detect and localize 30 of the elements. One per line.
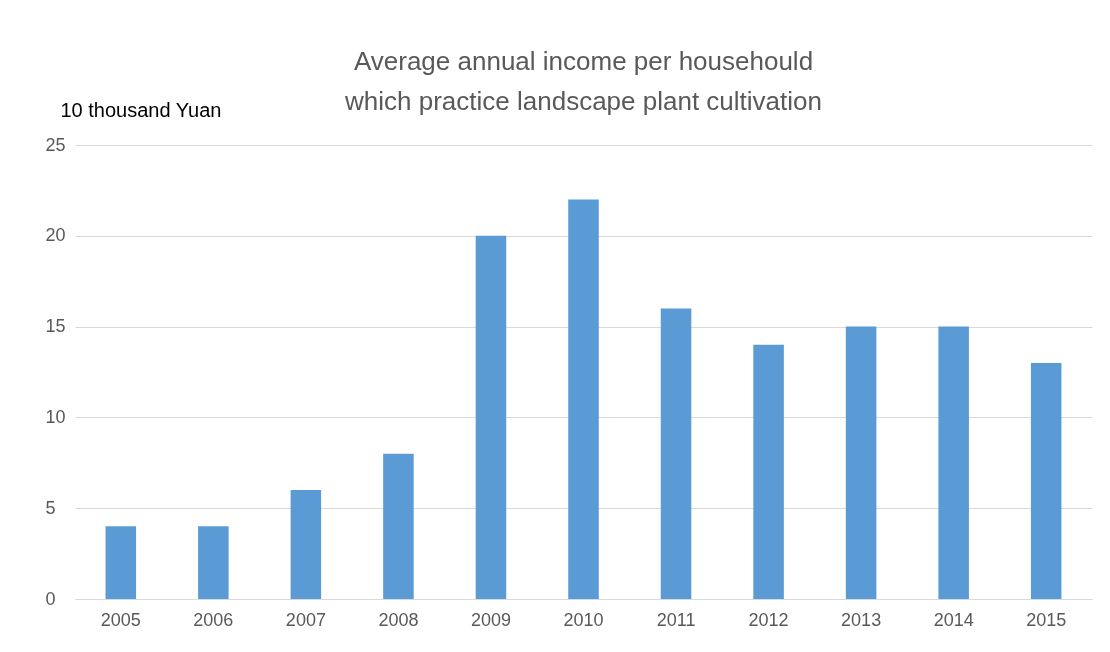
bar [383,453,414,599]
y-tick-label: 20 [45,225,66,246]
y-axis-title: 10 thousand Yuan [60,98,222,121]
x-tick-label: 2014 [933,609,974,630]
x-tick-label: 2011 [656,609,696,630]
y-tick-label: 15 [45,316,66,337]
y-tick-label: 0 [45,588,56,609]
y-tick-label: 10 [45,406,66,427]
x-tick-label: 2008 [378,609,419,630]
y-tick-label: 25 [45,134,66,155]
bar [475,235,507,599]
bar [845,326,877,599]
x-tick-label: 2005 [100,609,141,630]
x-tick-label: 2009 [470,609,511,630]
bar [568,199,599,599]
bar [938,326,969,599]
x-tick-label: 2013 [841,609,882,630]
chart-title: Average annual income per househould which practice landscape plant cultivation [344,46,822,116]
bar [105,526,137,599]
x-tick-label: 2007 [285,609,326,630]
y-tick-label: 5 [45,497,56,518]
x-tick-label: 2015 [1026,609,1067,630]
x-tick-label: 2010 [563,609,604,630]
bar [290,490,322,599]
x-tick-label: 2006 [193,609,234,630]
bar [198,526,229,599]
x-tick-label: 2012 [748,609,789,630]
bar [660,308,692,599]
bar [753,344,784,599]
bar [1030,362,1062,599]
